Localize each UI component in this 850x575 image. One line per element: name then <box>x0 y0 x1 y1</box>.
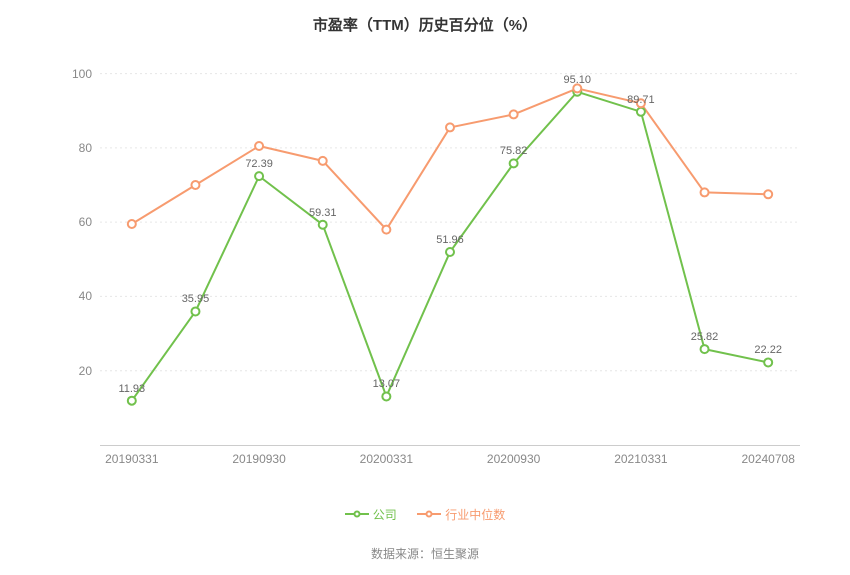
data-point-label: 13.07 <box>373 378 401 390</box>
data-point-label: 72.39 <box>245 158 273 170</box>
legend-item-company[interactable]: 公司 <box>345 506 397 523</box>
data-point-label: 25.82 <box>691 331 719 343</box>
legend-label: 行业中位数 <box>445 506 505 523</box>
data-point-label: 95.10 <box>564 74 592 86</box>
data-point-label: 59.31 <box>309 207 337 219</box>
data-point-label: 89.71 <box>627 94 655 106</box>
legend-swatch-industry <box>417 513 441 515</box>
data-point-label: 75.82 <box>500 145 528 157</box>
y-tick-label: 40 <box>79 289 92 303</box>
data-point-label: 11.93 <box>118 383 145 395</box>
x-axis-line <box>100 445 800 446</box>
x-tick-label: 20190331 <box>105 452 158 466</box>
pe-ttm-percentile-chart: 市盈率（TTM）历史百分位（%） 20406080100 20190331201… <box>0 0 850 575</box>
data-point-label: 22.22 <box>754 344 782 356</box>
legend-item-industry[interactable]: 行业中位数 <box>417 506 505 523</box>
chart-svg <box>0 0 850 575</box>
data-source-note: 数据来源：恒生聚源 <box>0 545 850 562</box>
x-tick-label: 20240708 <box>741 452 794 466</box>
x-tick-label: 20210331 <box>614 452 667 466</box>
y-tick-label: 20 <box>79 364 92 378</box>
x-tick-label: 20200331 <box>360 452 413 466</box>
y-tick-label: 80 <box>79 141 92 155</box>
legend-swatch-company <box>345 513 369 515</box>
data-point-label: 35.95 <box>182 293 210 305</box>
legend-label: 公司 <box>373 506 397 523</box>
x-tick-label: 20190930 <box>232 452 285 466</box>
x-tick-label: 20200930 <box>487 452 540 466</box>
y-tick-label: 60 <box>79 215 92 229</box>
data-point-label: 51.96 <box>436 234 464 246</box>
legend: 公司 行业中位数 <box>0 502 850 523</box>
y-tick-label: 100 <box>72 67 92 81</box>
